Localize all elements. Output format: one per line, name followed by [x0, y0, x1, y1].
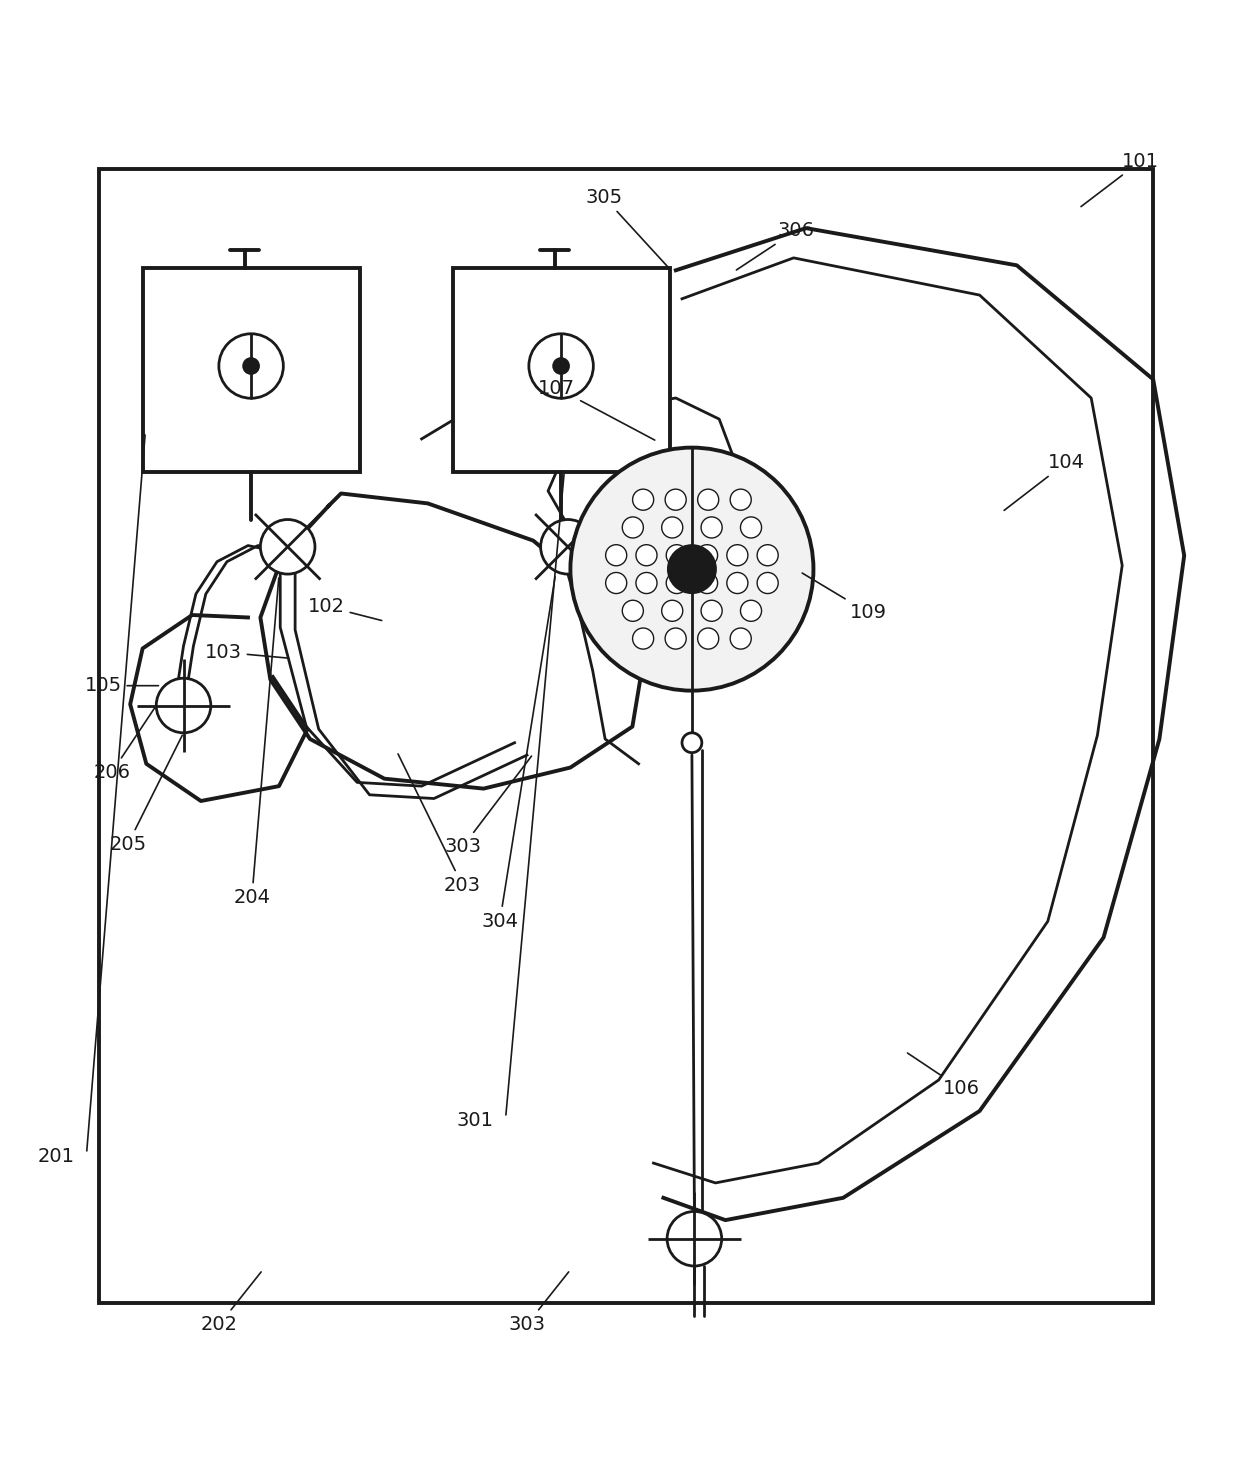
Text: 101: 101	[1081, 152, 1159, 207]
Text: 106: 106	[908, 1052, 980, 1098]
Text: 204: 204	[233, 578, 279, 907]
Circle shape	[698, 628, 719, 649]
Circle shape	[632, 628, 653, 649]
Text: 104: 104	[1004, 452, 1085, 510]
Circle shape	[605, 545, 626, 566]
Circle shape	[730, 489, 751, 510]
Text: 102: 102	[308, 597, 382, 621]
Text: 303: 303	[508, 1273, 569, 1333]
Text: 304: 304	[481, 576, 556, 931]
Text: 103: 103	[205, 643, 289, 662]
Circle shape	[697, 545, 718, 566]
Circle shape	[697, 572, 718, 594]
Text: 206: 206	[93, 708, 155, 782]
Circle shape	[553, 359, 569, 374]
Circle shape	[541, 520, 595, 573]
Text: 301: 301	[456, 1111, 494, 1131]
Text: 306: 306	[737, 222, 815, 270]
Circle shape	[260, 520, 315, 573]
Text: 107: 107	[538, 378, 655, 440]
Circle shape	[570, 448, 813, 690]
Circle shape	[156, 678, 211, 733]
Text: 205: 205	[109, 735, 182, 854]
Circle shape	[758, 572, 779, 594]
Circle shape	[636, 545, 657, 566]
Text: 305: 305	[585, 188, 670, 269]
Text: 303: 303	[444, 757, 532, 856]
Circle shape	[701, 517, 722, 538]
Circle shape	[740, 517, 761, 538]
Text: 203: 203	[398, 754, 481, 894]
Circle shape	[730, 628, 751, 649]
Circle shape	[666, 572, 687, 594]
Circle shape	[243, 359, 259, 374]
Circle shape	[665, 628, 686, 649]
Circle shape	[758, 545, 779, 566]
Text: 202: 202	[201, 1273, 262, 1333]
Circle shape	[662, 600, 683, 621]
Circle shape	[667, 1212, 722, 1267]
Circle shape	[632, 489, 653, 510]
Circle shape	[698, 489, 719, 510]
Text: 109: 109	[802, 573, 887, 622]
Text: 105: 105	[84, 675, 159, 695]
Circle shape	[666, 545, 687, 566]
Bar	[143, 268, 360, 473]
Circle shape	[682, 733, 702, 752]
Bar	[99, 168, 1153, 1304]
Circle shape	[622, 600, 644, 621]
Circle shape	[665, 489, 686, 510]
Circle shape	[662, 517, 683, 538]
Circle shape	[727, 572, 748, 594]
Circle shape	[605, 572, 626, 594]
Circle shape	[622, 517, 644, 538]
Circle shape	[636, 572, 657, 594]
Circle shape	[727, 545, 748, 566]
Text: 201: 201	[37, 1147, 74, 1166]
Circle shape	[740, 600, 761, 621]
Circle shape	[701, 600, 722, 621]
Bar	[453, 268, 670, 473]
Circle shape	[668, 545, 715, 593]
